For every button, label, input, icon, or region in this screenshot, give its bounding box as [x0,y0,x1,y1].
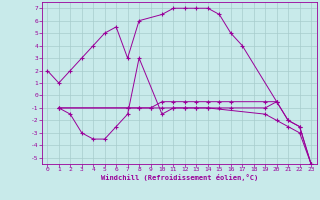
X-axis label: Windchill (Refroidissement éolien,°C): Windchill (Refroidissement éolien,°C) [100,174,258,181]
